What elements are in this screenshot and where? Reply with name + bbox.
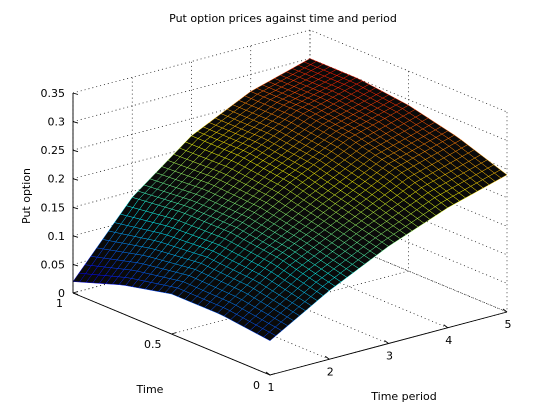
ticks-layer: 0 0.05 0.1 0.15 0.2 0.25 0.3 0.35 1 2 3 4 5 0 0.5 1 (41, 87, 512, 394)
z-tick-label: 0.05 (41, 258, 66, 271)
z-tick (72, 206, 79, 210)
z-tick (72, 92, 79, 95)
x-tick (384, 340, 389, 344)
z-tick (72, 121, 79, 124)
z-tick-label: 0 (58, 287, 65, 300)
y-tick-label: 1 (56, 297, 63, 310)
y-axis-label: Time (136, 383, 164, 396)
x-tick (502, 308, 508, 313)
z-tick (72, 235, 79, 238)
y-tick (72, 291, 79, 294)
x-tick (443, 324, 449, 329)
x-tick (324, 355, 330, 360)
x-axis-label: Time period (370, 390, 436, 403)
z-tick (72, 292, 79, 295)
surface-layer (72, 58, 508, 341)
z-tick-label: 0.25 (41, 144, 66, 157)
z-tick-label: 0.15 (41, 201, 66, 214)
surface-patch (494, 169, 508, 179)
z-tick (72, 263, 79, 267)
z-tick-label: 0.35 (41, 87, 66, 100)
z-tick-label: 0.1 (48, 230, 66, 243)
x-tick (265, 371, 271, 376)
x-tick-label: 2 (327, 365, 334, 378)
z-tick-label: 0.2 (48, 173, 66, 186)
y-tick (269, 373, 276, 376)
y-tick-label: 0 (253, 379, 260, 392)
y-tick (171, 332, 177, 335)
x-tick-label: 5 (505, 318, 512, 331)
z-axis-label: Put option (20, 168, 33, 224)
z-tick-label: 0.3 (48, 116, 66, 129)
chart-title: Put option prices against time and perio… (169, 12, 397, 25)
z-tick (72, 149, 79, 153)
y-tick-label: 0.5 (144, 338, 162, 351)
x-tick-label: 1 (268, 381, 275, 394)
x-tick-label: 4 (445, 334, 452, 347)
z-tick (72, 178, 79, 181)
x-tick-label: 3 (386, 350, 393, 363)
